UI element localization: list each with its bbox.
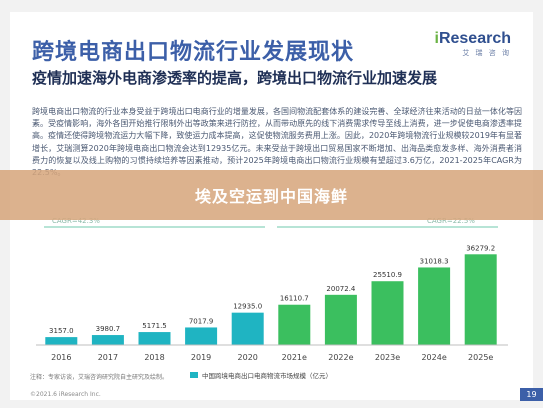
bar-2024e (418, 267, 451, 345)
legend: 中国跨境电商出口电商物流市场规模（亿元） (190, 371, 332, 380)
tick-label-2018: 2018 (144, 353, 164, 362)
bar-2020 (231, 312, 264, 345)
slide-title: 跨境电商出口物流行业发展现状 (32, 40, 355, 65)
value-label-2023e: 25510.9 (373, 271, 402, 279)
x-tick-labels: 2016 2017 2018 2019 2020 2021e 2022e 2023e 2024e… (51, 353, 493, 362)
banner-text: 埃及空运到中国海鲜 (194, 187, 348, 206)
page-number: 19 (520, 388, 543, 401)
value-labels: 3157.0 3980.7 5171.5 7017.9 12935.0 16110.7 20… (49, 244, 495, 335)
logo-text: iResearch (434, 30, 512, 47)
value-label-2022e: 20072.4 (326, 285, 355, 293)
cagr-label-2: CAGR=22.5% (427, 217, 475, 225)
value-label-2021e: 16110.7 (280, 295, 309, 303)
tick-label-2019: 2019 (191, 353, 211, 362)
cagr-annotations: CAGR=42.3% CAGR=22.5% (44, 217, 498, 228)
logo-subtext: 艾 瑞 咨 询 (462, 49, 511, 57)
bar-2023e (371, 281, 404, 345)
value-label-2017: 3980.7 (96, 325, 121, 333)
tick-label-2022e: 2022e (328, 353, 353, 362)
value-label-2025e: 36279.2 (466, 244, 495, 252)
copyright-text: ©2021.6 iResearch Inc. (30, 391, 101, 398)
bar-2019 (185, 327, 218, 345)
value-label-2016: 3157.0 (49, 327, 74, 335)
bar-2022e (324, 294, 357, 345)
source-note: 注释：专家访谈，艾瑞咨询研究院自主研究及绘制。 (30, 374, 169, 381)
iresearch-logo: iResearch 艾 瑞 咨 询 (435, 30, 512, 58)
tick-label-2023e: 2023e (375, 353, 400, 362)
value-label-2020: 12935.0 (233, 303, 262, 311)
bar-2018 (138, 332, 171, 345)
tick-label-2024e: 2024e (421, 353, 446, 362)
overlay-banner: 埃及空运到中国海鲜 (0, 170, 543, 220)
value-label-2018: 5171.5 (142, 322, 167, 330)
value-label-2019: 7017.9 (189, 317, 214, 325)
tick-label-2025e: 2025e (468, 353, 493, 362)
bar-2017 (91, 335, 124, 345)
legend-swatch (190, 372, 198, 378)
bar-2021e (278, 304, 311, 345)
bar-2016 (45, 337, 78, 345)
tick-label-2017: 2017 (98, 353, 118, 362)
tick-label-2016: 2016 (51, 353, 71, 362)
tick-label-2020: 2020 (238, 353, 258, 362)
legend-label: 中国跨境电商出口电商物流市场规模（亿元） (202, 371, 332, 380)
slide-subtitle: 疫情加速海外电商渗透率的提高，跨境出口物流行业加速发展 (32, 69, 438, 87)
bars (45, 254, 497, 345)
bar-2025e (464, 254, 497, 345)
cagr-label-1: CAGR=42.3% (52, 217, 100, 225)
tick-label-2021e: 2021e (282, 353, 307, 362)
value-label-2024e: 31018.3 (420, 257, 449, 265)
